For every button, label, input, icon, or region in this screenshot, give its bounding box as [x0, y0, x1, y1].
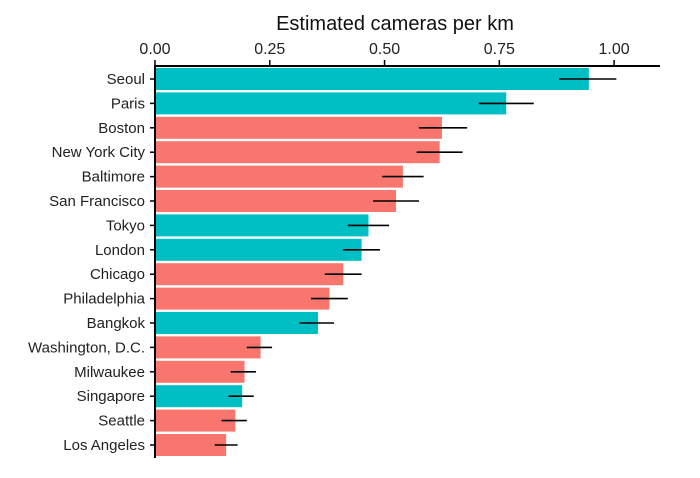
category-label: Washington, D.C.: [28, 339, 145, 356]
bar: [155, 214, 369, 237]
bar: [155, 92, 507, 115]
x-tick-label: 1.00: [599, 41, 630, 58]
category-label: Seattle: [98, 413, 145, 430]
x-axis-title: Estimated cameras per km: [276, 13, 514, 35]
bar: [155, 409, 236, 432]
bar: [155, 263, 344, 286]
category-label: Boston: [98, 120, 145, 137]
category-label: Bangkok: [87, 315, 146, 332]
category-label: Tokyo: [106, 217, 145, 234]
category-label: Los Angeles: [63, 437, 145, 454]
category-label: San Francisco: [49, 193, 145, 210]
bar: [155, 336, 261, 359]
x-tick-label: 0.25: [254, 41, 285, 58]
bars: [155, 68, 589, 456]
bar: [155, 312, 318, 334]
category-label: Paris: [111, 95, 145, 112]
x-axis-ticks: 0.00 0.25 0.50 0.75 1.00: [139, 41, 630, 66]
bar: [155, 385, 243, 408]
category-label: Milwaukee: [74, 364, 145, 381]
category-label: Philadelphia: [63, 291, 145, 308]
category-label: Baltimore: [82, 169, 145, 186]
category-label: London: [95, 242, 145, 259]
x-tick-label: 0.50: [369, 41, 400, 58]
error-bars: [214, 78, 617, 446]
bar: [155, 287, 330, 310]
bar: [155, 116, 442, 139]
x-tick-label: 0.75: [484, 41, 515, 58]
x-tick-label: 0.00: [139, 41, 170, 58]
y-axis-labels: Seoul Paris Boston New York City Baltimore Sa…: [28, 71, 155, 454]
bar: [155, 68, 589, 90]
bar: [155, 360, 245, 383]
bar: [155, 238, 362, 261]
category-label: New York City: [52, 144, 146, 161]
category-label: Seoul: [107, 71, 145, 88]
category-label: Singapore: [77, 388, 145, 405]
bar: [155, 190, 397, 212]
bar: [155, 165, 403, 188]
bar: [155, 434, 227, 456]
category-label: Chicago: [90, 266, 145, 283]
bar: [155, 141, 440, 164]
